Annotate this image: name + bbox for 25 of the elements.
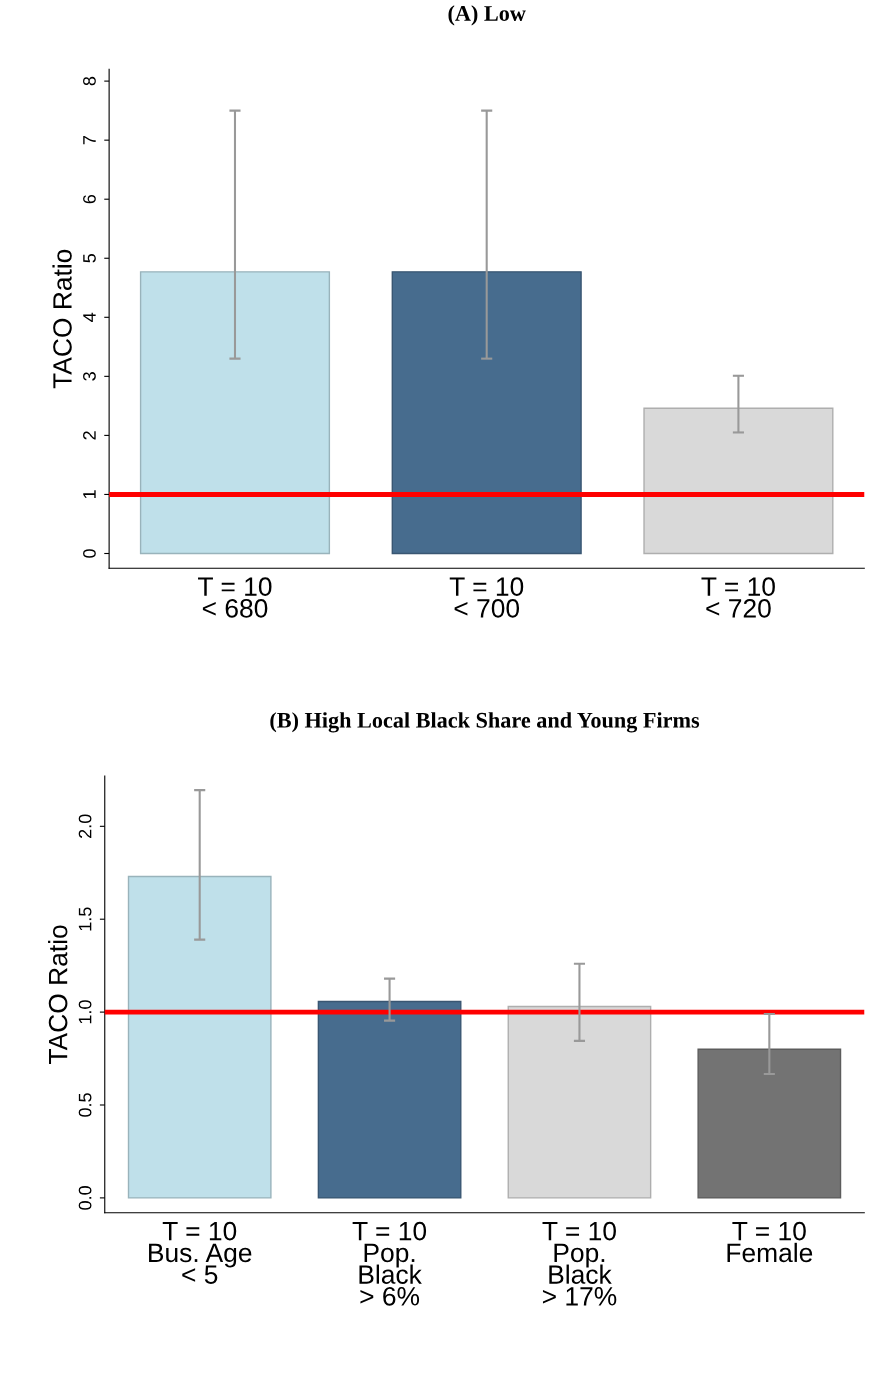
y-tick-label: 2.0 bbox=[78, 814, 92, 838]
x-tick-label: T = 10 Pop. Black > 17% bbox=[542, 1221, 617, 1306]
chart-title: (A) Low bbox=[448, 5, 526, 26]
x-tick-label: T = 10 < 720 bbox=[701, 577, 775, 618]
chart-title: (B) High Local Black Share and Young Firms bbox=[270, 712, 700, 733]
y-tick-label: 4 bbox=[83, 312, 96, 322]
x-tick-label: T = 10 < 680 bbox=[198, 577, 272, 618]
x-tick-label: T = 10 Female bbox=[727, 1221, 813, 1263]
y-axis-title: TACO Ratio bbox=[52, 249, 72, 389]
y-tick-label: 7 bbox=[83, 136, 96, 145]
y-tick-label: 0.0 bbox=[78, 1186, 92, 1210]
y-tick-label: 6 bbox=[83, 194, 96, 204]
y-tick-label: 5 bbox=[83, 253, 96, 263]
y-tick-label: 8 bbox=[83, 76, 96, 86]
x-tick-label: T = 10 Bus. Age < 5 bbox=[149, 1221, 252, 1284]
x-tick-label: T = 10 < 700 bbox=[449, 577, 524, 618]
y-tick-label: 1 bbox=[83, 490, 96, 499]
y-tick-label: 1.5 bbox=[78, 907, 92, 931]
y-tick-label: 3 bbox=[83, 372, 96, 381]
y-tick-label: 0 bbox=[83, 549, 96, 558]
y-tick-label: 1.0 bbox=[78, 1000, 92, 1024]
y-tick-label: 0.5 bbox=[78, 1093, 92, 1117]
x-tick-label: T = 10 Pop. Black > 6% bbox=[352, 1221, 427, 1306]
y-axis-title: TACO Ratio bbox=[48, 925, 68, 1065]
y-tick-label: 2 bbox=[83, 431, 96, 440]
